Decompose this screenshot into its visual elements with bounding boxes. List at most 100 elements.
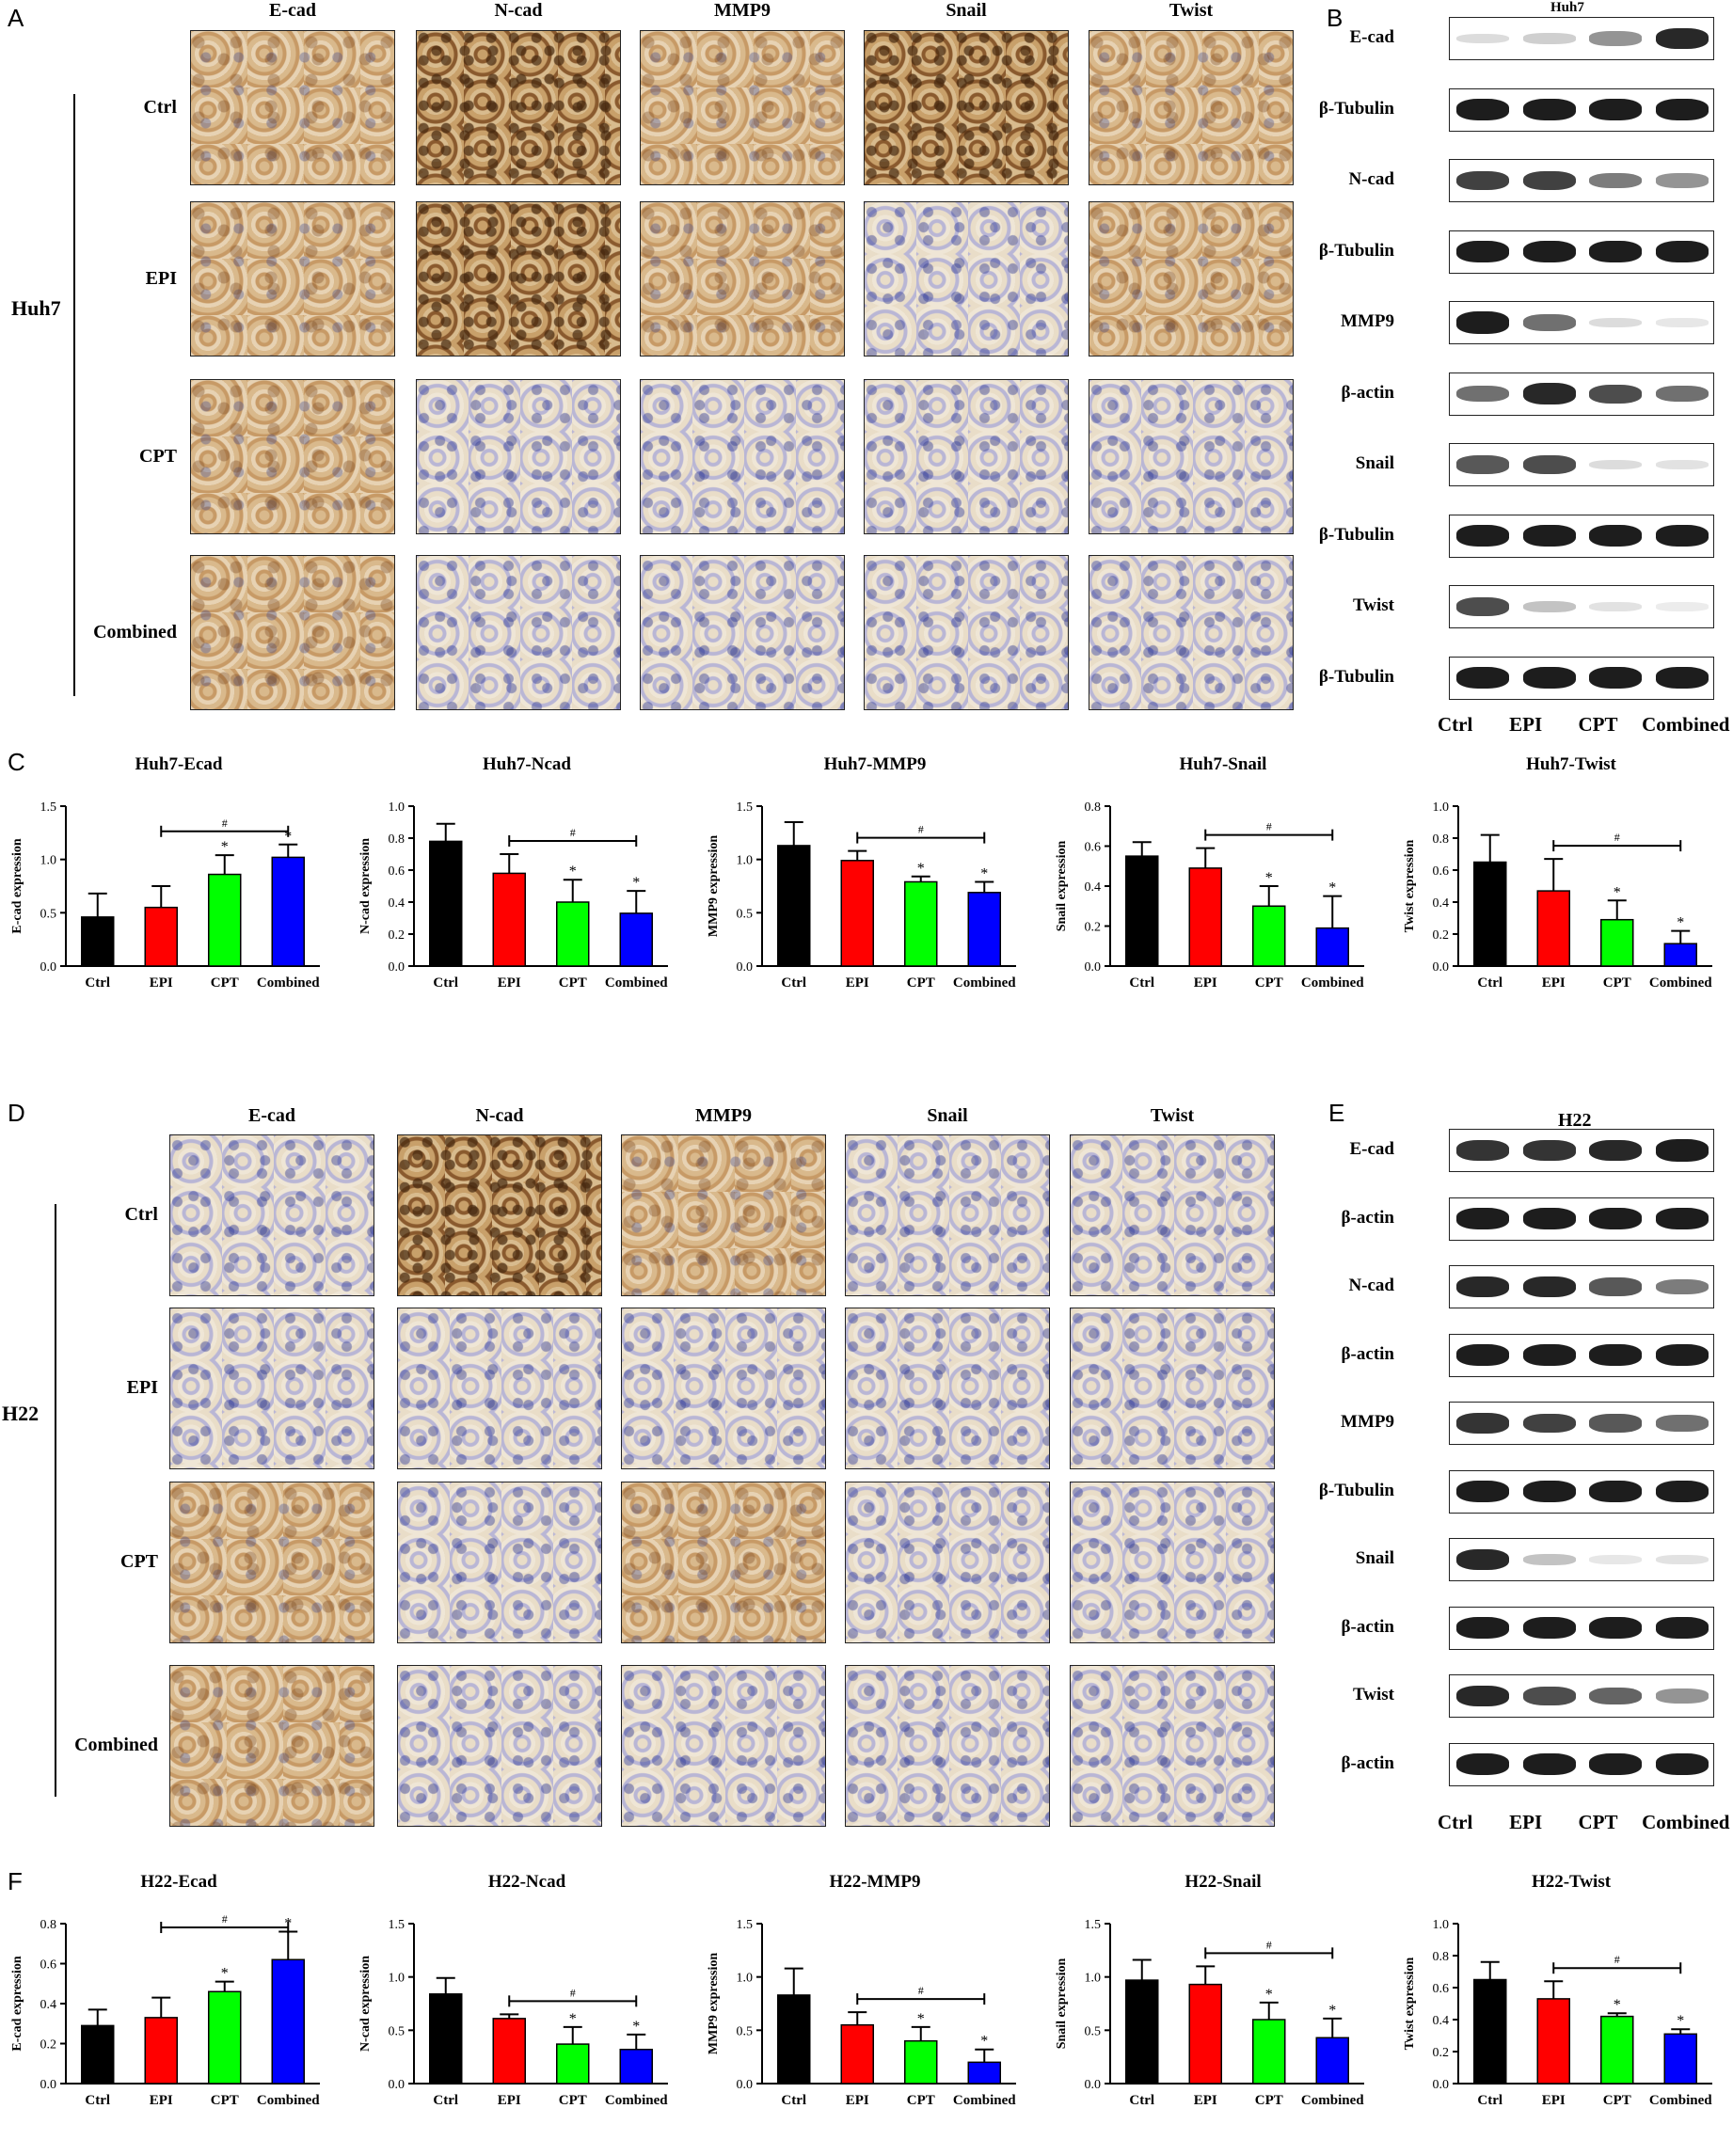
huh7-band (1456, 311, 1510, 334)
y-axis-label: N-cad expression (358, 1956, 373, 2052)
huh7-ihc-row-ctrl: Ctrl (143, 96, 177, 118)
h22-ihc-micrograph (621, 1134, 826, 1296)
h22-band (1655, 1480, 1709, 1503)
huh7-blot-strip (1449, 372, 1714, 416)
h22-ihc-micrograph (845, 1665, 1050, 1827)
huh7-band (1522, 170, 1576, 191)
y-tick-label: 0.0 (389, 2078, 405, 2092)
bar-ctrl (81, 2024, 115, 2085)
x-tick-label: EPI (1542, 975, 1566, 991)
chart-title: H22-MMP9 (829, 1872, 921, 1892)
y-tick-label: 0.5 (1085, 2024, 1102, 2038)
bar-combined (1315, 927, 1349, 967)
h22-band (1589, 1616, 1643, 1640)
x-tick-label: Ctrl (85, 975, 110, 991)
huh7-ihc-micrograph (640, 201, 845, 357)
h22-band (1522, 1207, 1576, 1230)
y-tick-label: 0.0 (389, 960, 405, 975)
h22-ihc-row-epi: EPI (126, 1377, 158, 1398)
huh7-ihc-col-e-cad: E-cad (269, 0, 316, 21)
huh7-ihc-col-twist: Twist (1169, 0, 1214, 21)
bar-chart-huh7-mmp9: 0.0 0.5 1.0 1.5 MMP9 expression Ctrl EPI CPT * Co… (707, 801, 1016, 991)
chart-title: Huh7-Ecad (135, 754, 223, 774)
huh7-ihc-row-cpt: CPT (139, 445, 177, 467)
x-tick-label: Combined (1649, 975, 1712, 991)
h22-lane-ctrl: Ctrl (1438, 1811, 1473, 1833)
y-axis-label: Snail expression (1055, 1958, 1069, 2049)
huh7-band (1456, 666, 1510, 690)
bar-cpt (556, 2043, 590, 2085)
huh7-band (1655, 173, 1709, 188)
huh7-blot-strip (1449, 230, 1714, 274)
h22-band (1522, 1752, 1576, 1776)
x-tick-label: Ctrl (433, 975, 458, 991)
y-tick-label: 1.0 (1085, 1972, 1102, 1986)
bar-ctrl (777, 1994, 811, 2085)
h22-band (1589, 1555, 1643, 1564)
y-tick-label: 0.0 (737, 960, 754, 975)
huh7-blot-label: β-Tubulin (1318, 524, 1394, 545)
y-tick-label: 0.2 (1433, 928, 1450, 943)
bar-ctrl (81, 916, 115, 967)
h22-ihc-row-cpt: CPT (120, 1551, 158, 1572)
huh7-blot-label: β-Tubulin (1318, 240, 1394, 261)
x-tick-label: Combined (605, 975, 668, 991)
y-tick-label: 0.0 (737, 2078, 754, 2092)
bar-epi (1188, 1983, 1222, 2085)
y-tick-label: 0.0 (1085, 2078, 1102, 2092)
bar-epi (144, 2017, 178, 2085)
y-tick-label: 1.0 (1433, 1918, 1450, 1932)
significance-star: * (1328, 2003, 1336, 2019)
x-tick-label: CPT (211, 2093, 239, 2108)
panel-label-c: C (8, 748, 25, 776)
h22-blot-label: β-actin (1341, 1752, 1394, 1773)
x-tick-label: Combined (1301, 975, 1364, 991)
h22-blot-strip (1449, 1606, 1714, 1650)
huh7-band (1655, 318, 1709, 327)
bar-ctrl (1473, 1978, 1507, 2085)
y-tick-label: 0.8 (1433, 832, 1450, 847)
significance-star: * (221, 839, 229, 855)
h22-band (1589, 1414, 1643, 1433)
h22-ihc-col-twist: Twist (1150, 1105, 1195, 1126)
h22-band (1589, 1343, 1643, 1367)
x-tick-label: CPT (559, 2093, 587, 2108)
bar-epi (840, 2023, 874, 2085)
bar-combined (967, 892, 1001, 967)
h22-band (1522, 1343, 1576, 1367)
h22-ihc-micrograph (621, 1308, 826, 1469)
huh7-blot-strip (1449, 301, 1714, 344)
huh7-band (1522, 240, 1576, 263)
bar-combined (967, 2061, 1001, 2085)
huh7-blot-strip (1449, 17, 1714, 60)
chart-title: Huh7-Snail (1179, 754, 1267, 774)
huh7-cell-line-label: Huh7 (11, 296, 61, 320)
panel-label-a: A (8, 4, 24, 32)
y-tick-label: 0.5 (737, 907, 754, 921)
significance-hash: # (222, 816, 228, 830)
significance-star: * (1265, 1987, 1273, 2003)
huh7-blot-label: β-actin (1341, 382, 1394, 403)
h22-ihc-micrograph (845, 1134, 1050, 1296)
huh7-lane-combined: Combined (1642, 713, 1730, 736)
h22-band (1655, 1752, 1709, 1776)
h22-blot-strip (1449, 1538, 1714, 1581)
y-tick-label: 0.8 (1085, 801, 1102, 815)
huh7-band (1589, 459, 1643, 470)
bar-chart-h22-twist: 0.0 0.2 0.4 0.6 0.8 1.0 Twist expression Ctrl EP… (1403, 1918, 1712, 2108)
panel-label-f: F (8, 1867, 23, 1895)
h22-blot-strip (1449, 1402, 1714, 1445)
significance-hash: # (570, 826, 576, 839)
huh7-band (1655, 98, 1709, 121)
h22-blot-label: MMP9 (1341, 1412, 1394, 1432)
h22-ihc-micrograph (169, 1308, 374, 1469)
y-tick-label: 1.5 (737, 1918, 754, 1932)
x-tick-label: EPI (498, 975, 521, 991)
bar-ctrl (1473, 861, 1507, 967)
x-tick-label: Combined (1649, 2093, 1712, 2108)
bar-epi (1536, 890, 1570, 967)
bar-epi (1188, 867, 1222, 967)
y-tick-label: 0.8 (40, 1918, 57, 1932)
huh7-band (1522, 383, 1576, 404)
h22-band (1589, 1207, 1643, 1230)
